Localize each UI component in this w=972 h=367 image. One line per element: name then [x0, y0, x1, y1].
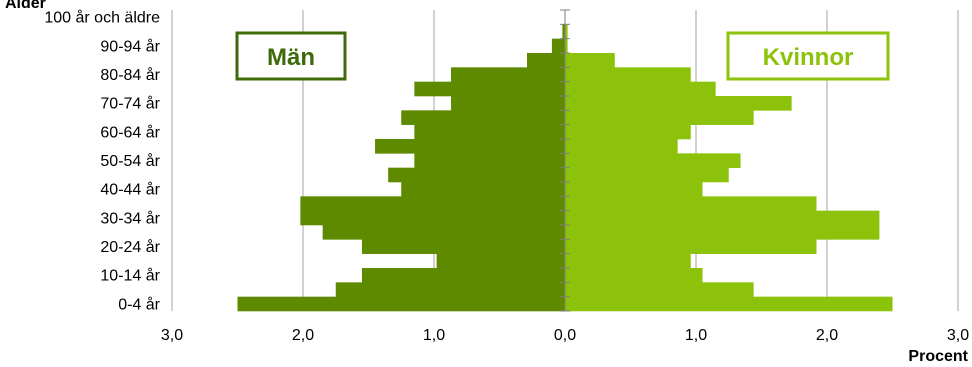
bar-men-16	[451, 67, 565, 82]
legend-men: Män	[235, 31, 347, 81]
bar-women-9	[565, 167, 729, 183]
bar-men-2	[361, 268, 565, 283]
x-axis-tick-labels: 3,0 2,0 1,0 0,0 1,0 2,0 3,0	[161, 327, 969, 344]
x-tick-label-6: 3,0	[947, 327, 969, 344]
legend-women: Kvinnor	[726, 31, 890, 81]
bar-women-18	[565, 38, 568, 54]
bar-women-11	[565, 139, 678, 154]
bar-women-5	[565, 225, 880, 240]
x-axis-title: Procent	[908, 348, 968, 365]
x-tick-label-2: 1,0	[423, 327, 445, 344]
bar-women-16	[565, 67, 691, 82]
bar-women-1	[565, 282, 754, 297]
x-tick-label-4: 1,0	[685, 327, 707, 344]
bar-women-3	[565, 253, 691, 269]
bar-men-15	[414, 81, 565, 97]
bar-men-17	[527, 53, 565, 68]
legend-men-label: Män	[267, 44, 315, 71]
bar-women-8	[565, 182, 703, 197]
bar-women-12	[565, 124, 691, 140]
bar-men-8	[401, 182, 565, 197]
legend-women-label: Kvinnor	[763, 44, 854, 71]
bar-women-13	[565, 110, 754, 125]
y-tick-label-2: 10-14 år	[100, 267, 160, 285]
bars	[237, 24, 893, 312]
y-tick-label-6: 30-34 år	[100, 209, 160, 227]
bar-men-10	[414, 153, 565, 168]
y-tick-label-4: 20-24 år	[100, 238, 160, 256]
center-axis	[560, 9, 570, 312]
bar-men-13	[401, 110, 565, 125]
bar-men-5	[322, 225, 565, 240]
bar-men-9	[388, 167, 565, 183]
bar-men-7	[300, 196, 565, 211]
y-tick-label-12: 60-64 år	[100, 123, 160, 141]
y-axis-title: Ålder	[5, 0, 46, 12]
y-tick-label-8: 40-44 år	[100, 181, 160, 199]
y-tick-label-10: 50-54 år	[100, 152, 160, 170]
bar-women-2	[565, 268, 703, 283]
bar-men-11	[375, 139, 565, 154]
y-tick-label-14: 70-74 år	[100, 95, 160, 113]
bar-men-0	[237, 296, 565, 312]
y-axis-tick-labels: 0-4 år 10-14 år 20-24 år 30-34 år 40-44 år 50…	[44, 9, 160, 314]
bar-men-14	[451, 96, 565, 111]
legend-women-box	[726, 31, 890, 81]
x-tick-label-5: 2,0	[816, 327, 838, 344]
y-tick-label-18: 90-94 år	[100, 37, 160, 55]
bar-men-4	[361, 239, 565, 254]
bar-men-6	[300, 210, 565, 226]
bar-men-12	[414, 124, 565, 140]
bar-women-17	[565, 53, 615, 68]
bar-women-4	[565, 239, 817, 254]
bar-men-18	[551, 38, 565, 54]
bar-women-14	[565, 96, 792, 111]
bar-women-6	[565, 210, 880, 226]
legend-men-box	[235, 31, 347, 81]
x-tick-label-3: 0,0	[554, 327, 576, 344]
bar-women-10	[565, 153, 741, 168]
bar-women-19	[565, 24, 568, 39]
y-tick-label-16: 80-84 år	[100, 66, 160, 84]
bar-men-1	[335, 282, 565, 297]
y-tick-label-0: 0-4 år	[118, 295, 160, 313]
bar-men-19	[562, 24, 565, 39]
bar-women-7	[565, 196, 817, 211]
bar-women-15	[565, 81, 716, 97]
bar-men-3	[436, 253, 565, 269]
y-tick-label-20: 100 år och äldre	[44, 9, 160, 27]
x-tick-label-0: 3,0	[161, 327, 183, 344]
bar-women-0	[565, 296, 893, 312]
x-tick-label-1: 2,0	[292, 327, 314, 344]
